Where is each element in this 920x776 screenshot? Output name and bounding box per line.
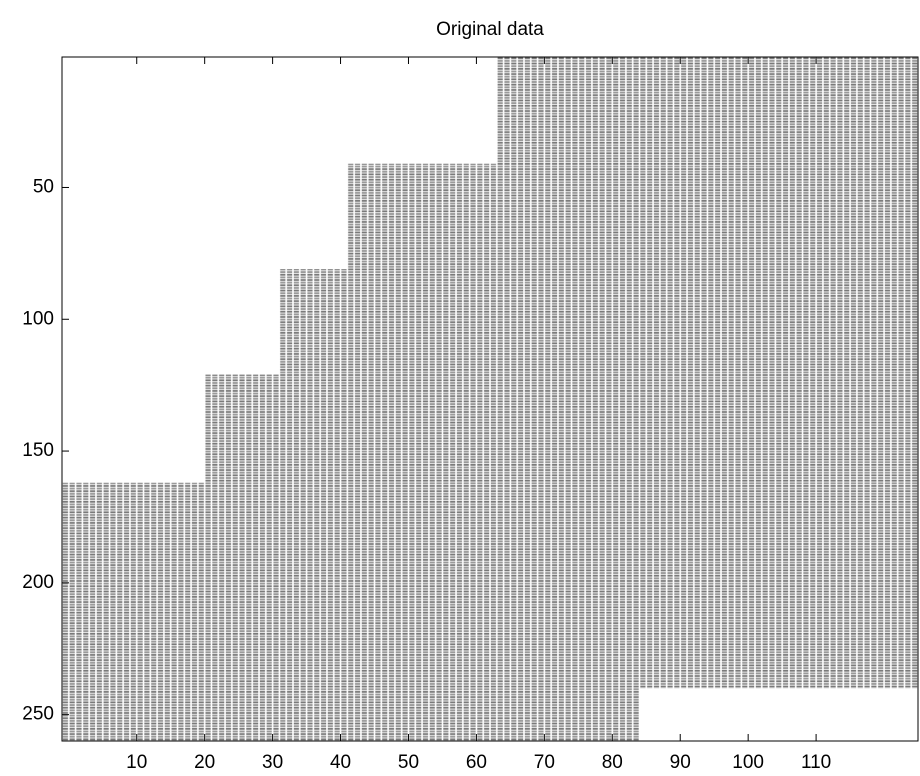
x-tick-label: 50 [398, 752, 419, 773]
data-block [62, 482, 205, 741]
y-tick-label: 250 [22, 704, 54, 725]
data-block [496, 57, 640, 741]
y-tick-label: 200 [22, 572, 54, 593]
axes-frame [61, 56, 919, 742]
y-tick-label: 50 [33, 176, 54, 197]
x-tick-label: 20 [194, 752, 215, 773]
data-block [279, 269, 348, 741]
x-tick-label: 80 [602, 752, 623, 773]
x-tick-label: 10 [126, 752, 147, 773]
y-tick-label: 100 [22, 308, 54, 329]
data-block [204, 374, 280, 741]
x-tick-label: 40 [330, 752, 351, 773]
chart-title: Original data [436, 19, 544, 40]
x-tick-label: 30 [262, 752, 283, 773]
data-block [347, 163, 497, 741]
y-tick-label: 150 [22, 440, 54, 461]
plot-area [62, 57, 918, 741]
data-block [639, 57, 918, 689]
x-tick-label: 110 [801, 752, 831, 773]
x-tick-label: 70 [534, 752, 555, 773]
x-tick-label: 100 [732, 752, 764, 773]
x-tick-label: 60 [466, 752, 487, 773]
x-tick-label: 90 [670, 752, 691, 773]
